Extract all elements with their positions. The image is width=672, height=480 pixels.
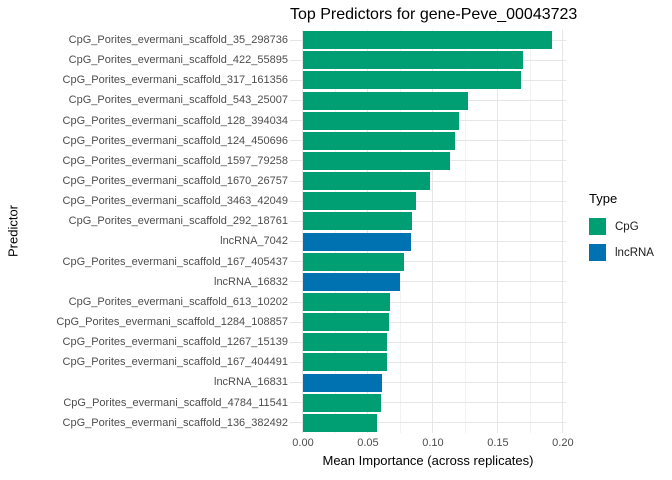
legend: Type CpG lncRNA bbox=[589, 191, 654, 270]
y-axis-label: lncRNA_16832 bbox=[214, 275, 288, 288]
bar-lncRNA bbox=[302, 272, 401, 291]
gridline-horizontal bbox=[290, 382, 566, 384]
x-axis-title: Mean Importance (across replicates) bbox=[322, 453, 534, 468]
gridline-horizontal bbox=[290, 241, 566, 243]
y-axis-label: CpG_Porites_evermani_scaffold_1284_10885… bbox=[56, 316, 288, 329]
bar-CpG bbox=[302, 313, 389, 332]
gridline-horizontal bbox=[290, 220, 566, 222]
y-axis-label: CpG_Porites_evermani_scaffold_543_25007 bbox=[68, 94, 288, 107]
legend-entry: CpG bbox=[589, 218, 654, 235]
y-axis-label: CpG_Porites_evermani_scaffold_1670_26757 bbox=[62, 175, 288, 188]
bar-CpG bbox=[302, 192, 417, 211]
bar-CpG bbox=[302, 212, 413, 231]
y-axis-label: CpG_Porites_evermani_scaffold_167_405437 bbox=[62, 255, 288, 268]
gridline-horizontal bbox=[290, 422, 566, 424]
x-tick-label: 0.20 bbox=[552, 437, 574, 449]
bar-CpG bbox=[302, 333, 388, 352]
bar-CpG bbox=[302, 51, 523, 70]
y-axis-label: CpG_Porites_evermani_scaffold_1597_79258 bbox=[62, 154, 288, 167]
legend-label: CpG bbox=[615, 220, 639, 233]
y-axis-label: CpG_Porites_evermani_scaffold_167_404491 bbox=[62, 356, 288, 369]
bar-CpG bbox=[302, 172, 431, 191]
gridline-minor bbox=[464, 30, 466, 433]
bar-lncRNA bbox=[302, 373, 382, 392]
gridline-major bbox=[432, 30, 434, 433]
legend-title: Type bbox=[589, 191, 618, 206]
gridline-minor bbox=[529, 30, 531, 433]
gridline-horizontal bbox=[290, 402, 566, 404]
y-axis-label: CpG_Porites_evermani_scaffold_1267_15139 bbox=[62, 336, 288, 349]
x-tick-label: 0.10 bbox=[422, 437, 444, 449]
bar-CpG bbox=[302, 393, 381, 412]
gridline-major bbox=[562, 30, 564, 433]
gridline-horizontal bbox=[290, 261, 566, 263]
plot-panel bbox=[290, 30, 566, 433]
bar-CpG bbox=[302, 71, 522, 90]
bar-CpG bbox=[302, 293, 391, 312]
y-axis-label: CpG_Porites_evermani_scaffold_35_298736 bbox=[68, 34, 288, 47]
bar-CpG bbox=[302, 31, 553, 50]
y-axis-label: CpG_Porites_evermani_scaffold_136_382492 bbox=[62, 416, 288, 429]
bar-CpG bbox=[302, 353, 387, 372]
bar-lncRNA bbox=[302, 232, 412, 251]
x-tick-label: 0.15 bbox=[487, 437, 509, 449]
bar-CpG bbox=[302, 151, 450, 170]
gridline-major bbox=[302, 30, 304, 433]
x-tick-label: 0.05 bbox=[357, 437, 379, 449]
gridline-major bbox=[497, 30, 499, 433]
y-axis-label: CpG_Porites_evermani_scaffold_124_450696 bbox=[62, 134, 288, 147]
gridline-horizontal bbox=[290, 321, 566, 323]
gridline-major bbox=[367, 30, 369, 433]
legend-label: lncRNA bbox=[615, 246, 654, 259]
bar-CpG bbox=[302, 111, 459, 130]
gridline-minor bbox=[399, 30, 401, 433]
legend-swatch bbox=[589, 244, 606, 261]
x-axis-tick-labels: 0.00 0.05 0.10 0.15 0.20 bbox=[290, 437, 573, 450]
gridline-horizontal bbox=[290, 281, 566, 283]
bar-CpG bbox=[302, 413, 378, 432]
gridline-horizontal bbox=[290, 301, 566, 303]
y-axis-label: CpG_Porites_evermani_scaffold_613_10202 bbox=[68, 295, 288, 308]
gridline-minor bbox=[334, 30, 336, 433]
bar-CpG bbox=[302, 91, 468, 110]
bar-CpG bbox=[302, 252, 405, 271]
y-axis-label: CpG_Porites_evermani_scaffold_128_394034 bbox=[62, 114, 288, 127]
y-axis-label: CpG_Porites_evermani_scaffold_4784_11541 bbox=[63, 396, 288, 409]
y-axis-label: lncRNA_16831 bbox=[214, 376, 288, 389]
legend-swatch bbox=[589, 218, 606, 235]
x-tick-label: 0.00 bbox=[292, 437, 314, 449]
y-axis-label: CpG_Porites_evermani_scaffold_3463_42049 bbox=[62, 195, 288, 208]
y-axis-labels: CpG_Porites_evermani_scaffold_35_298736 C… bbox=[0, 30, 288, 433]
y-axis-label: CpG_Porites_evermani_scaffold_292_18761 bbox=[68, 215, 288, 228]
bar-CpG bbox=[302, 131, 456, 150]
y-axis-label: CpG_Porites_evermani_scaffold_317_161356 bbox=[62, 74, 288, 87]
gridline-horizontal bbox=[290, 200, 566, 202]
gridline-horizontal bbox=[290, 341, 566, 343]
legend-entries: CpG lncRNA bbox=[589, 218, 654, 261]
y-axis-label: lncRNA_7042 bbox=[220, 235, 288, 248]
chart-title: Top Predictors for gene-Peve_00043723 bbox=[290, 6, 578, 23]
legend-entry: lncRNA bbox=[589, 244, 654, 261]
gridline-horizontal bbox=[290, 361, 566, 363]
y-axis-label: CpG_Porites_evermani_scaffold_422_55895 bbox=[68, 54, 288, 67]
